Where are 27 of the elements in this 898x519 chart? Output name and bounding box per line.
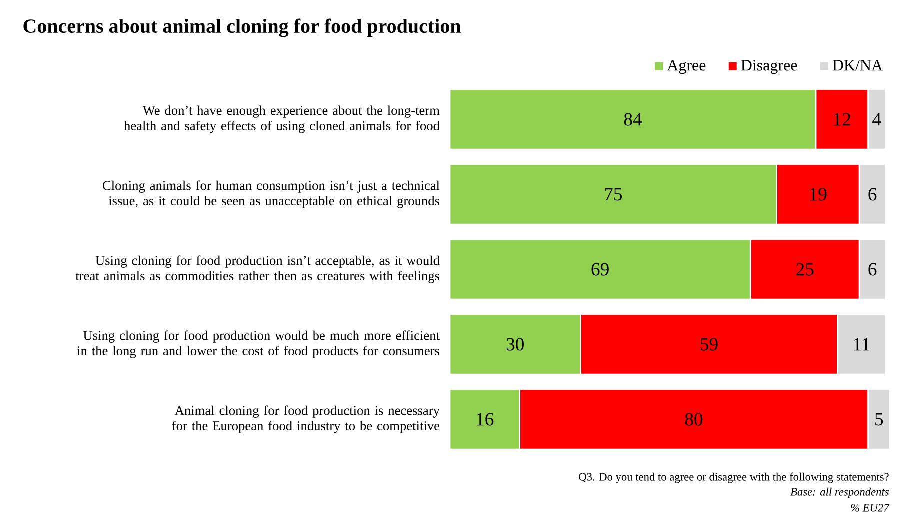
data-label: 4 (872, 113, 882, 126)
data-label: 5 (876, 413, 884, 426)
data-label: 6 (868, 263, 877, 276)
text: Base: all respondents (790, 488, 889, 498)
text: Q3. Do you tend to agree or disagree with the following statements? (579, 472, 889, 484)
text: Concerns about animal cloning for food production (24, 18, 461, 38)
legend-label: DK/NA (832, 60, 883, 71)
data-label: 30 (506, 338, 524, 351)
data-label: 80 (685, 413, 703, 426)
data-label: 75 (605, 188, 622, 201)
y-tick-label: We don’t have enough experience about the long-term health and safety effects of using cloned animals for food (124, 106, 440, 134)
legend-label: Disagree (741, 60, 798, 74)
data-label: 12 (834, 113, 850, 126)
y-tick-label: Using cloning for food production isn’t acceptable, as it would treat animals as commodities rather then as creatures with feelings (76, 256, 440, 284)
y-tick-label: Using cloning for food production would be much more efficient in the long run and lower the cost of food products for consumers (77, 330, 440, 358)
text: % EU27 (851, 504, 890, 512)
data-label: 25 (796, 263, 814, 276)
data-label: 69 (592, 263, 609, 276)
data-label: 84 (624, 113, 642, 126)
data-label: 59 (700, 338, 718, 351)
data-label: 16 (477, 413, 494, 426)
data-label: 19 (810, 188, 827, 201)
y-tick-label: Cloning animals for human consumption isn’t just a technical issue, as it could be seen as unacceptable on ethical grounds (103, 180, 440, 208)
data-label: 11 (854, 338, 870, 351)
legend-label: Agree (667, 60, 706, 74)
data-label: 6 (868, 188, 877, 201)
y-tick-label: Animal cloning for food production is necessary for the European food industry to be competitive (172, 406, 440, 434)
